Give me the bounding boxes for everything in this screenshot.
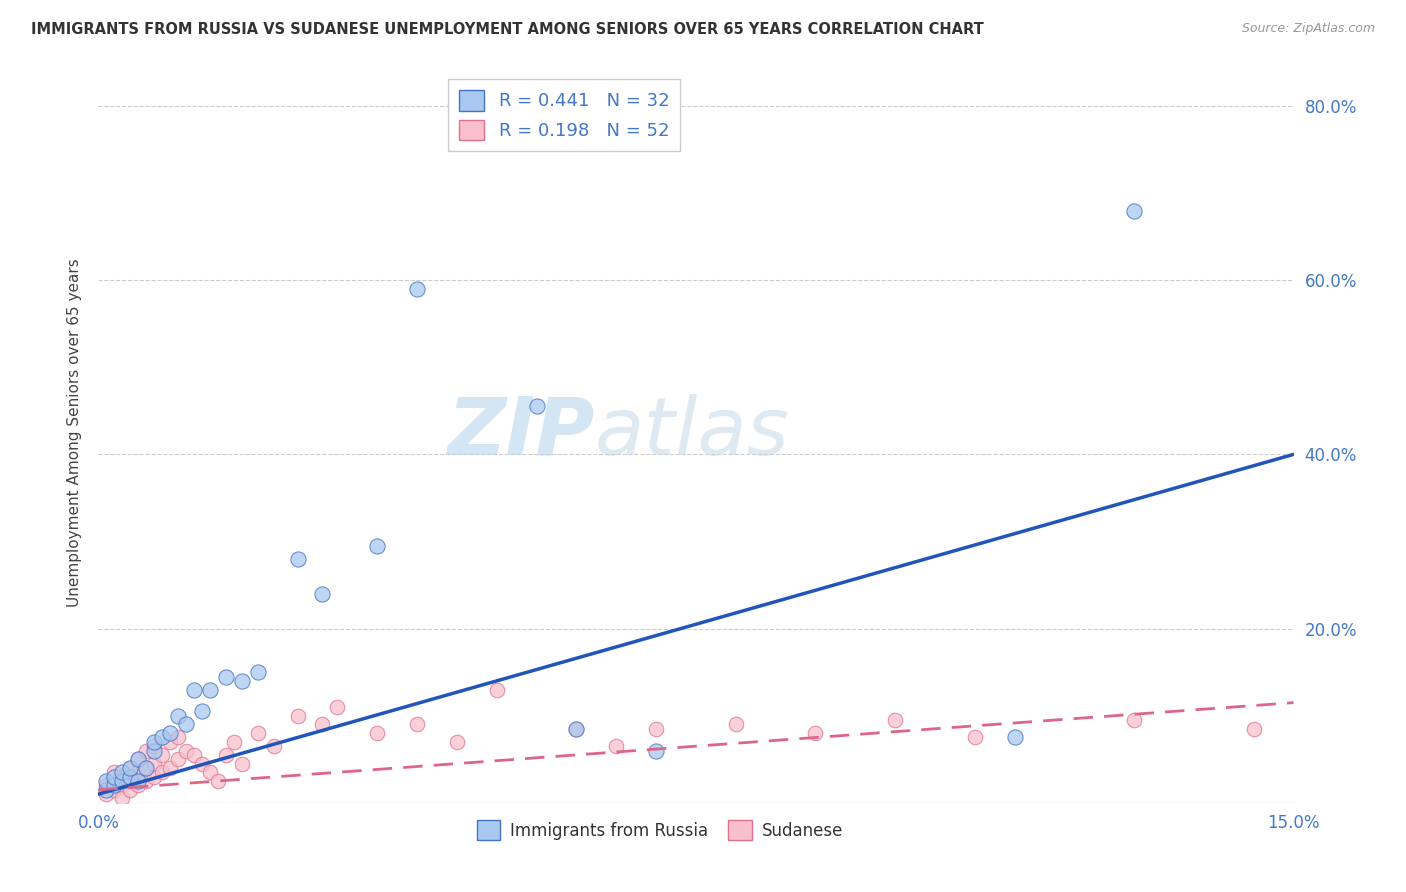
Y-axis label: Unemployment Among Seniors over 65 years: Unemployment Among Seniors over 65 years [67, 259, 83, 607]
Point [167, 752, 190, 766]
Point [287, 708, 309, 723]
Text: IMMIGRANTS FROM RUSSIA VS SUDANESE UNEMPLOYMENT AMONG SENIORS OVER 65 YEARS CORR: IMMIGRANTS FROM RUSSIA VS SUDANESE UNEMP… [31, 22, 984, 37]
Point [1123, 713, 1146, 727]
Point [198, 765, 221, 780]
Point [485, 682, 508, 697]
Point [127, 765, 149, 780]
Point [96, 774, 118, 789]
Point [96, 782, 118, 797]
Point [143, 735, 166, 749]
Point [127, 752, 149, 766]
Point [174, 743, 197, 757]
Point [135, 774, 157, 789]
Point [111, 774, 134, 789]
Point [311, 717, 333, 731]
Point [1004, 731, 1026, 745]
Point [143, 770, 166, 784]
Point [135, 743, 157, 757]
Point [150, 747, 173, 762]
Text: ZIP: ZIP [447, 393, 595, 472]
Point [159, 761, 181, 775]
Point [215, 747, 238, 762]
Point [96, 787, 118, 801]
Point [231, 673, 253, 688]
Point [884, 713, 907, 727]
Point [645, 722, 668, 736]
Point [103, 778, 125, 792]
Point [605, 739, 627, 754]
Text: Source: ZipAtlas.com: Source: ZipAtlas.com [1241, 22, 1375, 36]
Point [198, 682, 221, 697]
Point [222, 735, 245, 749]
Point [231, 756, 253, 771]
Point [526, 400, 548, 414]
Point [963, 731, 986, 745]
Point [724, 717, 747, 731]
Point [326, 700, 349, 714]
Point [366, 726, 388, 740]
Point [103, 774, 125, 789]
Point [207, 774, 229, 789]
Point [263, 739, 285, 754]
Legend: Immigrants from Russia, Sudanese: Immigrants from Russia, Sudanese [471, 814, 849, 847]
Point [167, 708, 190, 723]
Point [111, 770, 134, 784]
Point [103, 770, 125, 784]
Point [120, 774, 142, 789]
Point [127, 752, 149, 766]
Point [406, 717, 429, 731]
Point [127, 778, 149, 792]
Point [111, 765, 134, 780]
Point [191, 756, 214, 771]
Point [174, 717, 197, 731]
Point [167, 731, 190, 745]
Point [143, 756, 166, 771]
Point [246, 726, 269, 740]
Point [120, 782, 142, 797]
Point [111, 791, 134, 805]
Point [287, 552, 309, 566]
Point [111, 778, 134, 792]
Text: atlas: atlas [595, 393, 789, 472]
Point [565, 722, 588, 736]
Point [127, 774, 149, 789]
Point [96, 778, 118, 792]
Point [143, 739, 166, 754]
Point [406, 282, 429, 296]
Point [645, 743, 668, 757]
Point [159, 726, 181, 740]
Point [159, 735, 181, 749]
Point [150, 765, 173, 780]
Point [143, 743, 166, 757]
Point [103, 765, 125, 780]
Point [191, 704, 214, 718]
Point [135, 761, 157, 775]
Point [120, 770, 142, 784]
Point [103, 782, 125, 797]
Point [150, 731, 173, 745]
Point [366, 539, 388, 553]
Point [183, 747, 205, 762]
Point [120, 761, 142, 775]
Point [135, 761, 157, 775]
Point [565, 722, 588, 736]
Point [215, 669, 238, 683]
Point [1243, 722, 1265, 736]
Point [183, 682, 205, 697]
Point [804, 726, 827, 740]
Point [446, 735, 468, 749]
Point [120, 761, 142, 775]
Point [246, 665, 269, 680]
Point [311, 587, 333, 601]
Point [1123, 203, 1146, 218]
